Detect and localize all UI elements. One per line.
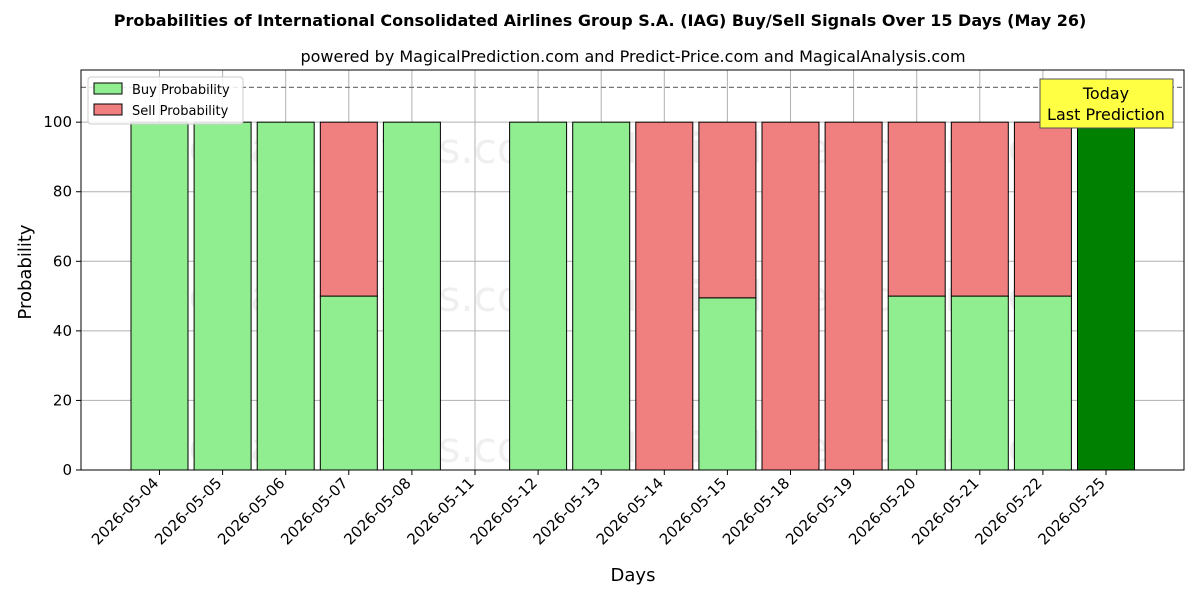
legend-box xyxy=(87,76,244,125)
bar-buy-2026-05-06 xyxy=(256,121,315,471)
legend-swatch-sell xyxy=(93,103,123,116)
bar-buy-2026-05-22 xyxy=(1013,295,1072,471)
x-tick-label: 2026-05-05 xyxy=(151,474,225,548)
x-tick-label: 2026-05-06 xyxy=(214,474,288,548)
bar-buy-2026-05-13 xyxy=(572,121,631,471)
bar-buy-2026-05-15 xyxy=(698,297,757,471)
x-tick-label: 2026-05-19 xyxy=(782,474,856,548)
bar-sell-2026-05-20 xyxy=(887,121,946,297)
x-tick-label: 2026-05-22 xyxy=(971,474,1045,548)
y-tick-label: 60 xyxy=(53,252,72,270)
x-tick-label: 2026-05-15 xyxy=(656,474,730,548)
bar-sell-2026-05-07 xyxy=(319,121,378,297)
bars xyxy=(130,121,1135,471)
bar-buy-2026-05-21 xyxy=(950,295,1009,471)
x-tick-label: 2026-05-20 xyxy=(845,474,919,548)
x-tick-label: 2026-05-25 xyxy=(1034,474,1108,548)
bar-buy-2026-05-07 xyxy=(319,295,378,471)
bar-sell-2026-05-15 xyxy=(698,121,757,299)
y-tick-label: 20 xyxy=(53,391,72,409)
today-annotation: Today Last Prediction xyxy=(1039,78,1174,129)
bar-sell-2026-05-22 xyxy=(1013,121,1072,297)
plot-frame xyxy=(80,69,1185,471)
bar-buy-2026-05-20 xyxy=(887,295,946,471)
x-tick-label: 2026-05-12 xyxy=(467,474,541,548)
x-tick-label: 2026-05-07 xyxy=(277,474,351,548)
y-tick-label: 80 xyxy=(53,183,72,201)
x-tick-label: 2026-05-13 xyxy=(530,474,604,548)
today-label-line1: Today xyxy=(1082,84,1129,103)
y-tick-label: 100 xyxy=(43,113,72,131)
bar-sell-2026-05-18 xyxy=(761,121,820,471)
bar-buy-2026-05-12 xyxy=(509,121,568,471)
x-axis-label: Days xyxy=(611,565,656,586)
x-tick-label: 2026-05-08 xyxy=(340,474,414,548)
chart-title: Probabilities of International Consolida… xyxy=(114,11,1087,30)
today-annotation-box xyxy=(1039,78,1174,129)
chart-subtitle: powered by MagicalPrediction.com and Pre… xyxy=(300,47,965,66)
y-tick-label: 0 xyxy=(62,461,72,479)
legend-label-sell: Sell Probability xyxy=(132,104,229,119)
bar-sell-2026-05-14 xyxy=(635,121,694,471)
bar-buy-2026-05-05 xyxy=(193,121,252,471)
x-tick-label: 2026-05-11 xyxy=(403,474,477,548)
y-axis-label: Probability xyxy=(15,224,36,319)
x-tick-label: 2026-05-14 xyxy=(593,474,667,548)
bar-sell-2026-05-21 xyxy=(950,121,1009,297)
bar-buy-2026-05-04 xyxy=(130,121,189,471)
bar-buy-2026-05-08 xyxy=(382,121,441,471)
legend-label-buy: Buy Probability xyxy=(132,83,230,98)
legend: Buy Probability Sell Probability xyxy=(87,76,244,125)
x-tick-label: 2026-05-21 xyxy=(908,474,982,548)
x-tick-label: 2026-05-18 xyxy=(719,474,793,548)
y-tick-label: 40 xyxy=(53,322,72,340)
x-tick-label: 2026-05-04 xyxy=(88,474,162,548)
bar-buy-2026-05-25 xyxy=(1077,121,1135,471)
today-label-line2: Last Prediction xyxy=(1047,105,1165,124)
legend-swatch-buy xyxy=(93,82,123,95)
bar-sell-2026-05-19 xyxy=(824,121,883,471)
